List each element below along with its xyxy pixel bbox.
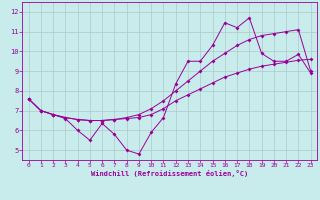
X-axis label: Windchill (Refroidissement éolien,°C): Windchill (Refroidissement éolien,°C) — [91, 170, 248, 177]
